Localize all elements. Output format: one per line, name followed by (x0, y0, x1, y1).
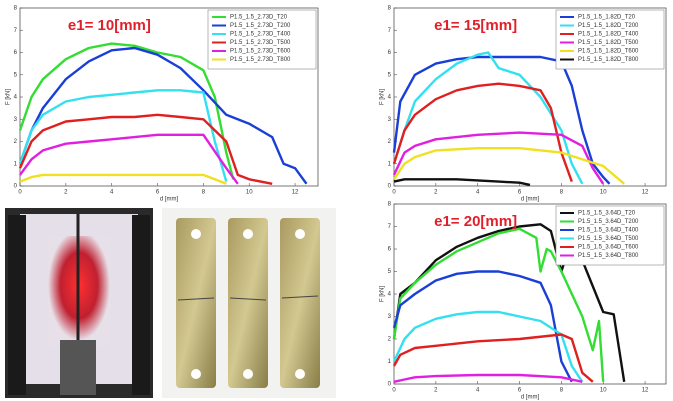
legend-label: P1.5_1.5_2.73D_T800 (230, 57, 291, 63)
legend-label: P1.5_1.5_2.73D_T20 (230, 15, 288, 21)
x-tick-label: 2 (434, 388, 438, 394)
y-tick-label: 4 (14, 95, 18, 101)
y-tick-label: 5 (14, 72, 18, 78)
y-axis-label: F [kN] (6, 89, 12, 105)
x-tick-label: 0 (392, 388, 396, 394)
furnace-photo (5, 208, 153, 398)
x-tick-label: 6 (518, 190, 522, 196)
legend-label: P1.5_1.5_1.82D_T400 (578, 32, 639, 38)
y-tick-label: 0 (14, 184, 18, 190)
y-tick-label: 7 (388, 28, 392, 34)
legend-label: P1.5_1.5_2.73D_T600 (230, 49, 291, 55)
y-tick-label: 3 (388, 117, 392, 123)
legend-label: P1.5_1.5_3.64D_T500 (578, 236, 639, 242)
y-tick-label: 8 (14, 6, 18, 12)
x-tick-label: 12 (642, 388, 649, 394)
legend-label: P1.5_1.5_1.82D_T200 (578, 23, 639, 29)
x-axis-label: d [mm] (521, 395, 540, 401)
legend-label: P1.5_1.5_1.82D_T500 (578, 40, 639, 46)
x-tick-label: 8 (560, 388, 564, 394)
y-axis-label: F [kN] (380, 286, 386, 302)
y-tick-label: 1 (388, 161, 392, 167)
y-tick-label: 2 (388, 337, 392, 343)
legend-label: P1.5_1.5_1.82D_T800 (578, 57, 639, 63)
specimen-photo (162, 208, 336, 398)
y-tick-label: 6 (388, 50, 392, 56)
legend-label: P1.5_1.5_3.64D_T200 (578, 219, 639, 225)
x-tick-label: 12 (642, 190, 649, 196)
legend-label: P1.5_1.5_1.82D_T600 (578, 49, 639, 55)
x-tick-label: 0 (18, 190, 22, 196)
legend-label: P1.5_1.5_2.73D_T400 (230, 32, 291, 38)
legend-label: P1.5_1.5_3.64D_T600 (578, 245, 639, 251)
figure: 012345678024681012d [mm]F [kN]e1= 10[mm]… (0, 0, 673, 401)
x-tick-label: 0 (392, 190, 396, 196)
x-tick-label: 6 (156, 190, 160, 196)
chart-annotation: e1= 20[mm] (434, 213, 517, 230)
x-tick-label: 4 (110, 190, 114, 196)
x-tick-label: 12 (292, 190, 299, 196)
y-tick-label: 0 (388, 382, 392, 388)
chart-annotation: e1= 15[mm] (434, 17, 517, 34)
y-tick-label: 2 (14, 139, 18, 145)
y-tick-label: 1 (388, 359, 392, 365)
legend-label: P1.5_1.5_3.64D_T800 (578, 253, 639, 259)
x-tick-label: 4 (476, 190, 480, 196)
y-tick-label: 2 (388, 139, 392, 145)
x-tick-label: 2 (64, 190, 68, 196)
y-tick-label: 4 (388, 95, 392, 101)
y-tick-label: 7 (14, 28, 18, 34)
x-tick-label: 6 (518, 388, 522, 394)
x-tick-label: 2 (434, 190, 438, 196)
x-tick-label: 10 (246, 190, 253, 196)
y-tick-label: 8 (388, 6, 392, 12)
x-axis-label: d [mm] (160, 197, 179, 203)
legend-label: P1.5_1.5_2.73D_T500 (230, 40, 291, 46)
y-tick-label: 4 (388, 292, 392, 298)
x-tick-label: 10 (600, 388, 607, 394)
legend-label: P1.5_1.5_2.73D_T200 (230, 23, 291, 29)
legend-label: P1.5_1.5_3.64D_T20 (578, 211, 636, 217)
y-tick-label: 0 (388, 184, 392, 190)
x-axis-label: d [mm] (521, 197, 540, 203)
y-tick-label: 5 (388, 72, 392, 78)
y-tick-label: 7 (388, 224, 392, 230)
x-tick-label: 4 (476, 388, 480, 394)
y-tick-label: 6 (14, 50, 18, 56)
y-tick-label: 6 (388, 247, 392, 253)
y-axis-label: F [kN] (380, 89, 386, 105)
chart-annotation: e1= 10[mm] (68, 17, 151, 34)
y-tick-label: 3 (14, 117, 18, 123)
y-tick-label: 8 (388, 202, 392, 208)
legend-label: P1.5_1.5_3.64D_T400 (578, 228, 639, 234)
x-tick-label: 8 (560, 190, 564, 196)
x-tick-label: 10 (600, 190, 607, 196)
legend-label: P1.5_1.5_1.82D_T20 (578, 15, 636, 21)
y-tick-label: 5 (388, 269, 392, 275)
y-tick-label: 3 (388, 314, 392, 320)
y-tick-label: 1 (14, 161, 18, 167)
x-tick-label: 8 (202, 190, 206, 196)
